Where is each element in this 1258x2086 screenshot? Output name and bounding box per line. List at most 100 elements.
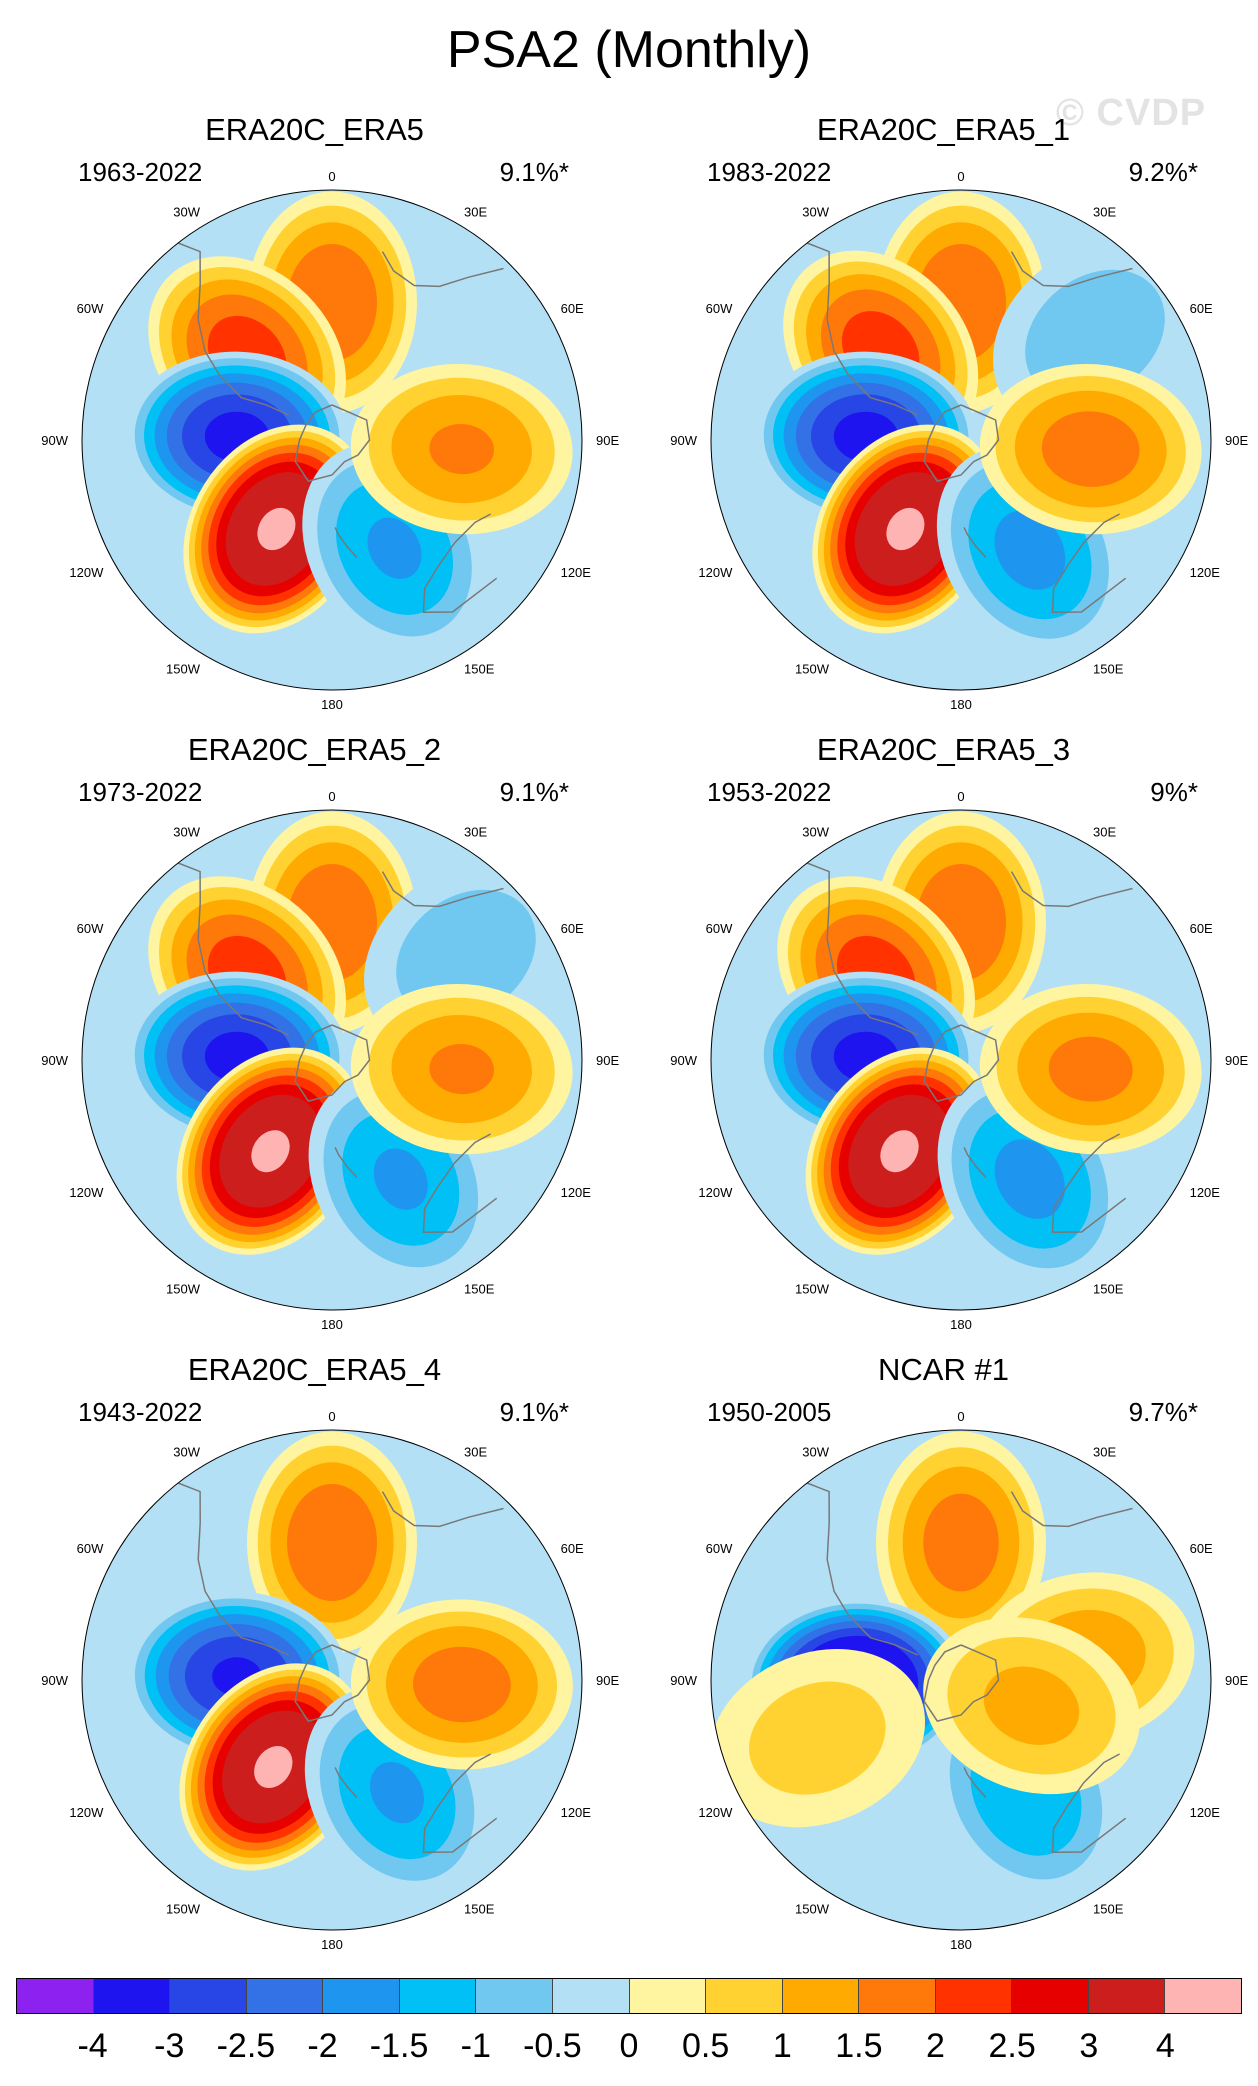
panel-period: 1973-2022 [78,777,203,807]
longitude-label: 30E [464,204,487,219]
longitude-label: 0 [328,169,335,184]
colorbar-tick-label: 4 [1155,2027,1175,2065]
map-border [710,809,1212,1311]
panel-title: ERA20C_ERA5_2 [187,732,442,767]
colorbar-tick-label: 2 [926,2027,945,2065]
longitude-label: 30E [464,824,487,839]
longitude-label: 60E [1190,921,1213,936]
longitude-label: 150E [1093,1282,1124,1297]
colorbar [16,1978,1242,2014]
field-layer [82,1430,582,1930]
longitude-label: 180 [950,1317,972,1332]
colorbar-tick-label: 0 [619,2027,639,2065]
coastline [334,1767,358,1798]
longitude-label: 90W [670,433,697,448]
longitude-label: 120W [698,1805,733,1820]
contour-fill [369,1761,425,1824]
polar-map: 0 30E 60E 90E 120E 150E 180 150W 120W 90W 60W 30W [41,1409,619,1952]
map-panel: ERA20C_ERA5_3 1953-2022 9%* 0 30E 60E 90E 120E 1… [629,730,1258,1350]
coastline [806,1482,919,1656]
longitude-label: 90W [41,1673,68,1688]
panel-variance-pct: 9.7%* [1128,1397,1198,1427]
coastline [1051,1753,1127,1853]
colorbar-tick-label: 1.5 [835,2027,883,2065]
coastline [963,527,987,558]
longitude-label: 90E [1225,433,1248,448]
longitude-label: 30E [1093,204,1116,219]
map-panel: ERA20C_ERA5_2 1973-2022 9.1%* 0 30E 60E 90E 120… [0,730,629,1350]
longitude-label: 0 [328,1409,335,1424]
coastline [422,513,498,613]
longitude-label: 0 [328,789,335,804]
longitude-label: 150W [795,1282,830,1297]
longitude-label: 90E [596,1053,619,1068]
colorbar-tick-label: 1 [772,2027,792,2065]
longitude-label: 60W [706,921,733,936]
coastline [1051,513,1127,613]
longitude-label: 150E [464,1282,495,1297]
coastline [381,1491,504,1528]
longitude-label: 30E [1093,824,1116,839]
colorbar-labels: -4 -3 -2.5 -2 -1.5 -1 -0.5 0 0.5 1 1.5 2 2.5 3 4 [0,2024,1258,2070]
longitude-label: 150W [795,662,830,677]
colorbar-tick-label: -4 [77,2027,108,2065]
map-border [81,1429,583,1931]
colorbar-swatch [782,1979,860,2013]
contour-fill [257,507,296,551]
coastline [334,527,358,558]
coastline [806,242,919,416]
coastline [1010,871,1133,908]
longitude-label: 0 [957,789,964,804]
panel-title: NCAR #1 [878,1352,1009,1387]
map-panel: ERA20C_ERA5_4 1943-2022 9.1%* 0 30E 60E 90E 120… [0,1350,629,1970]
colorbar-swatch [1088,1979,1166,2013]
coastline [422,1133,498,1233]
longitude-label: 0 [957,169,964,184]
coastline [1051,1133,1127,1233]
colorbar-swatch [859,1979,936,2013]
longitude-label: 60W [706,301,733,316]
longitude-label: 120E [561,1805,592,1820]
contour-fill [983,1666,1080,1745]
longitude-label: 180 [321,1317,343,1332]
coastline [1010,251,1133,288]
longitude-label: 180 [321,697,343,712]
panel-period: 1983-2022 [707,157,832,187]
longitude-label: 90W [670,1053,697,1068]
longitude-label: 90E [1225,1673,1248,1688]
coastline [334,1147,358,1178]
longitude-label: 150W [166,1282,201,1297]
polar-map: 0 30E 60E 90E 120E 150E 180 150W 120W 90W 60W 30W [670,169,1248,712]
colorbar-tick-label: 0.5 [681,2027,730,2065]
contour-fill [429,424,494,475]
panel-variance-pct: 9%* [1150,777,1198,807]
longitude-label: 60W [77,1541,104,1556]
map-panel: NCAR #1 1950-2005 9.7%* 0 30E 60E 90E 120E 150E 1… [629,1350,1258,1970]
longitude-label: 120W [698,565,733,580]
map-border [81,189,583,691]
contour-fill [367,517,422,579]
panel-title: ERA20C_ERA5 [205,112,424,147]
longitude-label: 60E [561,921,584,936]
colorbar-swatch [93,1979,171,2013]
coastline [422,1753,498,1853]
panel-variance-pct: 9.2%* [1128,157,1198,187]
longitude-label: 150E [1093,662,1124,677]
longitude-label: 150E [464,1902,495,1917]
contour-fill [287,1484,377,1601]
field-layer [82,190,582,690]
colorbar-swatch [706,1979,783,2013]
coastline [177,1482,290,1656]
map-border [81,809,583,1311]
map-panel: ERA20C_ERA5 1963-2022 9.1%* 0 30E 60E 90E 120E 1… [0,110,629,730]
longitude-label: 30E [464,1444,487,1459]
polar-map: 0 30E 60E 90E 120E 150E 180 150W 120W 90W 60W 30W [41,789,619,1332]
colorbar-swatch [17,1979,94,2013]
contour-fill [413,1646,511,1723]
coastline [381,871,504,908]
colorbar-swatch [629,1979,707,2013]
longitude-label: 120E [561,565,592,580]
longitude-label: 150W [795,1902,830,1917]
longitude-label: 60W [706,1541,733,1556]
panel-period: 1950-2005 [707,1397,832,1427]
